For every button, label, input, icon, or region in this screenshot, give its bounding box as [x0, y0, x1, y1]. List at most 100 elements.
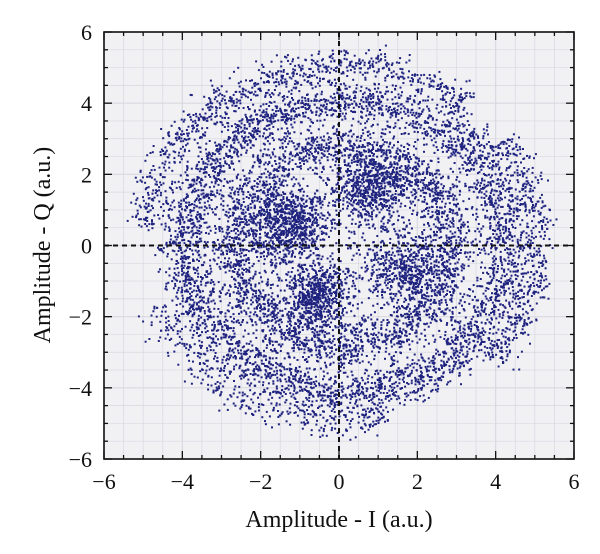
- data-point: [420, 376, 423, 379]
- data-point: [207, 154, 210, 156]
- data-point: [406, 108, 409, 111]
- data-point: [232, 137, 235, 140]
- data-point: [442, 140, 445, 143]
- data-point: [233, 368, 235, 371]
- data-point: [368, 394, 371, 397]
- data-point: [500, 185, 503, 188]
- data-point: [252, 136, 254, 139]
- data-point: [235, 148, 238, 151]
- data-point: [439, 250, 442, 253]
- data-point: [506, 251, 509, 254]
- data-point: [427, 107, 430, 110]
- data-point: [449, 371, 451, 374]
- data-point: [275, 385, 278, 388]
- data-point: [197, 317, 200, 320]
- data-point: [260, 359, 263, 362]
- data-point: [189, 218, 192, 220]
- data-point: [227, 122, 230, 125]
- data-point: [219, 145, 222, 147]
- data-point: [390, 112, 393, 115]
- data-point: [405, 334, 408, 337]
- data-point: [423, 198, 426, 201]
- data-point: [490, 202, 493, 204]
- data-point: [405, 156, 408, 158]
- data-point: [340, 94, 343, 97]
- data-point: [313, 103, 316, 106]
- data-point: [245, 349, 248, 352]
- data-point: [379, 380, 382, 383]
- data-point: [162, 251, 165, 254]
- data-point: [438, 129, 441, 132]
- data-point: [217, 338, 219, 341]
- data-point: [262, 384, 264, 387]
- data-point: [211, 208, 214, 211]
- data-point: [513, 235, 516, 238]
- data-point: [444, 241, 447, 244]
- data-point: [219, 158, 222, 161]
- data-point: [265, 136, 267, 139]
- data-point: [268, 203, 271, 206]
- data-point: [477, 172, 479, 175]
- data-point: [420, 113, 423, 115]
- data-point: [499, 174, 502, 177]
- data-point: [350, 389, 353, 392]
- data-point: [500, 281, 502, 284]
- data-point: [385, 343, 388, 346]
- data-point: [223, 262, 226, 265]
- data-point: [489, 176, 492, 179]
- data-point: [175, 273, 178, 276]
- data-point: [195, 226, 198, 229]
- data-point: [203, 213, 206, 216]
- data-point: [365, 369, 368, 372]
- data-point: [370, 387, 373, 389]
- data-point: [327, 138, 330, 141]
- data-point: [331, 107, 334, 110]
- data-point: [254, 285, 257, 288]
- data-point: [509, 305, 511, 308]
- data-point: [253, 199, 256, 202]
- data-point: [404, 154, 407, 157]
- data-point: [453, 342, 456, 345]
- data-point: [498, 313, 501, 316]
- data-point: [181, 270, 184, 273]
- data-point: [503, 289, 506, 292]
- data-point: [315, 346, 318, 349]
- data-point: [432, 365, 435, 368]
- data-point: [313, 172, 316, 175]
- data-point: [445, 341, 448, 344]
- data-point: [406, 97, 409, 100]
- data-point: [480, 349, 483, 352]
- data-point: [201, 278, 204, 281]
- data-point: [184, 280, 187, 283]
- data-point: [181, 267, 183, 270]
- data-point: [303, 103, 306, 106]
- data-point: [394, 122, 397, 125]
- data-point: [291, 159, 294, 162]
- data-point: [271, 164, 274, 167]
- data-point: [482, 302, 485, 304]
- data-point: [431, 118, 434, 121]
- data-point: [434, 199, 437, 202]
- data-point: [218, 226, 221, 228]
- data-point: [429, 181, 432, 184]
- data-point: [198, 296, 201, 299]
- data-point: [351, 383, 354, 386]
- data-point: [337, 362, 340, 365]
- data-point: [421, 132, 424, 135]
- data-point: [197, 319, 200, 322]
- data-point: [283, 109, 286, 112]
- data-point: [470, 358, 473, 360]
- data-point: [372, 123, 374, 126]
- data-point: [308, 399, 311, 402]
- data-point: [431, 117, 434, 120]
- data-point: [451, 144, 454, 147]
- data-point: [280, 79, 283, 82]
- data-point: [436, 384, 439, 387]
- data-point: [430, 359, 433, 362]
- data-point: [490, 280, 493, 283]
- data-point: [388, 353, 391, 356]
- data-point: [207, 157, 209, 160]
- data-point: [486, 158, 489, 161]
- data-point: [370, 333, 373, 336]
- data-point: [291, 312, 294, 315]
